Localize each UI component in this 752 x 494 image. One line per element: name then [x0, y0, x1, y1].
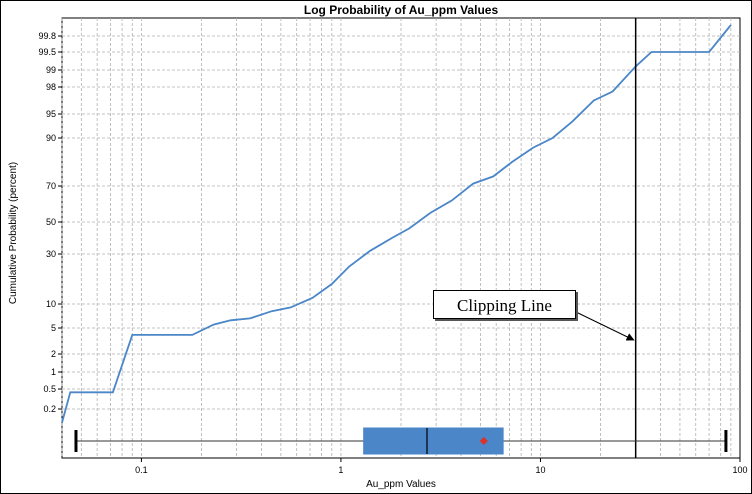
boxplot-mean-marker	[479, 437, 488, 445]
y-tick-label: 0.2	[43, 404, 56, 414]
y-tick-label: 90	[46, 133, 56, 143]
y-tick-label: 5	[51, 323, 56, 333]
y-tick-label: 70	[46, 181, 56, 191]
probability-series-line	[61, 24, 732, 423]
clipping-line-label: Clipping Line	[433, 290, 576, 319]
y-tick-label: 99.8	[38, 31, 56, 41]
clipping-line-arrow	[575, 311, 635, 341]
y-tick-label: 1	[51, 367, 56, 377]
x-tick-label: 100	[732, 465, 747, 475]
y-tick-label: 99.5	[38, 47, 56, 57]
x-axis-label: Au_ppm Values	[366, 479, 436, 490]
x-tick-label: 10	[535, 465, 545, 475]
y-tick-label: 30	[46, 249, 56, 259]
y-tick-label: 50	[46, 217, 56, 227]
y-axis-label: Cumulative Probability (percent)	[8, 162, 19, 304]
y-tick-label: 2	[51, 349, 56, 359]
y-tick-label: 10	[46, 299, 56, 309]
y-tick-label: 0.5	[43, 384, 56, 394]
y-tick-label: 95	[46, 109, 56, 119]
x-tick-label: 1	[338, 465, 343, 475]
chart-title: Log Probability of Au_ppm Values	[304, 3, 499, 17]
y-tick-label: 98	[46, 82, 56, 92]
x-tick-label: 0.1	[135, 465, 148, 475]
y-tick-label: 99	[46, 65, 56, 75]
